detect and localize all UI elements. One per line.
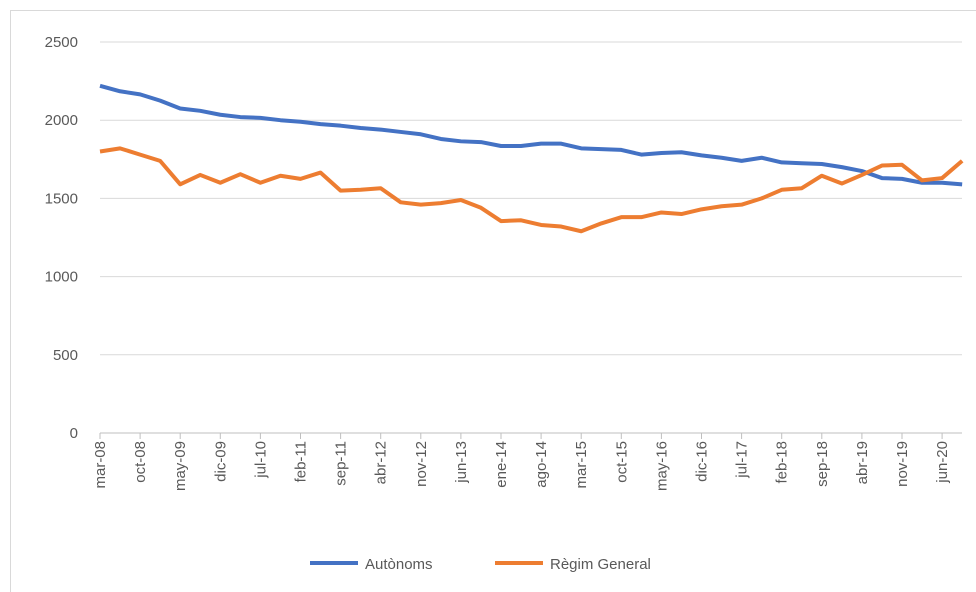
x-tick-label: nov-12 xyxy=(413,441,430,487)
x-tick-label: mar-15 xyxy=(573,441,590,489)
y-tick-label: 500 xyxy=(53,347,78,364)
x-tick-label: oct-08 xyxy=(132,441,149,483)
x-tick-label: ago-14 xyxy=(533,441,550,488)
x-tick-label: sep-11 xyxy=(333,441,350,486)
x-tick-label: nov-19 xyxy=(894,441,911,487)
line-series xyxy=(99,83,963,187)
legend-label: Autònoms xyxy=(365,556,433,573)
x-tick-label: jun-13 xyxy=(453,441,470,484)
y-tick-label: 1500 xyxy=(45,190,78,207)
line-series xyxy=(99,146,964,234)
x-tick-label: abr-12 xyxy=(373,441,390,484)
x-tick-label: mar-08 xyxy=(92,441,109,489)
x-tick-label: may-16 xyxy=(653,441,670,491)
x-tick-label: dic-09 xyxy=(212,441,229,482)
y-tick-label: 1000 xyxy=(45,269,78,286)
x-tick-label: dic-16 xyxy=(694,441,711,482)
chart-border xyxy=(10,10,976,592)
x-tick-label: feb-18 xyxy=(774,441,791,484)
y-tick-label: 2500 xyxy=(45,34,78,51)
x-tick-label: oct-15 xyxy=(613,441,630,483)
x-tick-label: jul-10 xyxy=(252,441,269,479)
y-tick-label: 2000 xyxy=(45,112,78,129)
x-tick-label: abr-19 xyxy=(854,441,871,484)
y-tick-label: 0 xyxy=(70,425,78,442)
x-tick-label: jun-20 xyxy=(934,441,951,484)
x-tick-label: ene-14 xyxy=(493,441,510,488)
x-tick-label: sep-18 xyxy=(814,441,831,487)
x-tick-label: jul-17 xyxy=(734,441,751,479)
legend-label: Règim General xyxy=(550,556,651,573)
x-tick-label: may-09 xyxy=(172,441,189,491)
x-tick-label: feb-11 xyxy=(293,441,310,482)
